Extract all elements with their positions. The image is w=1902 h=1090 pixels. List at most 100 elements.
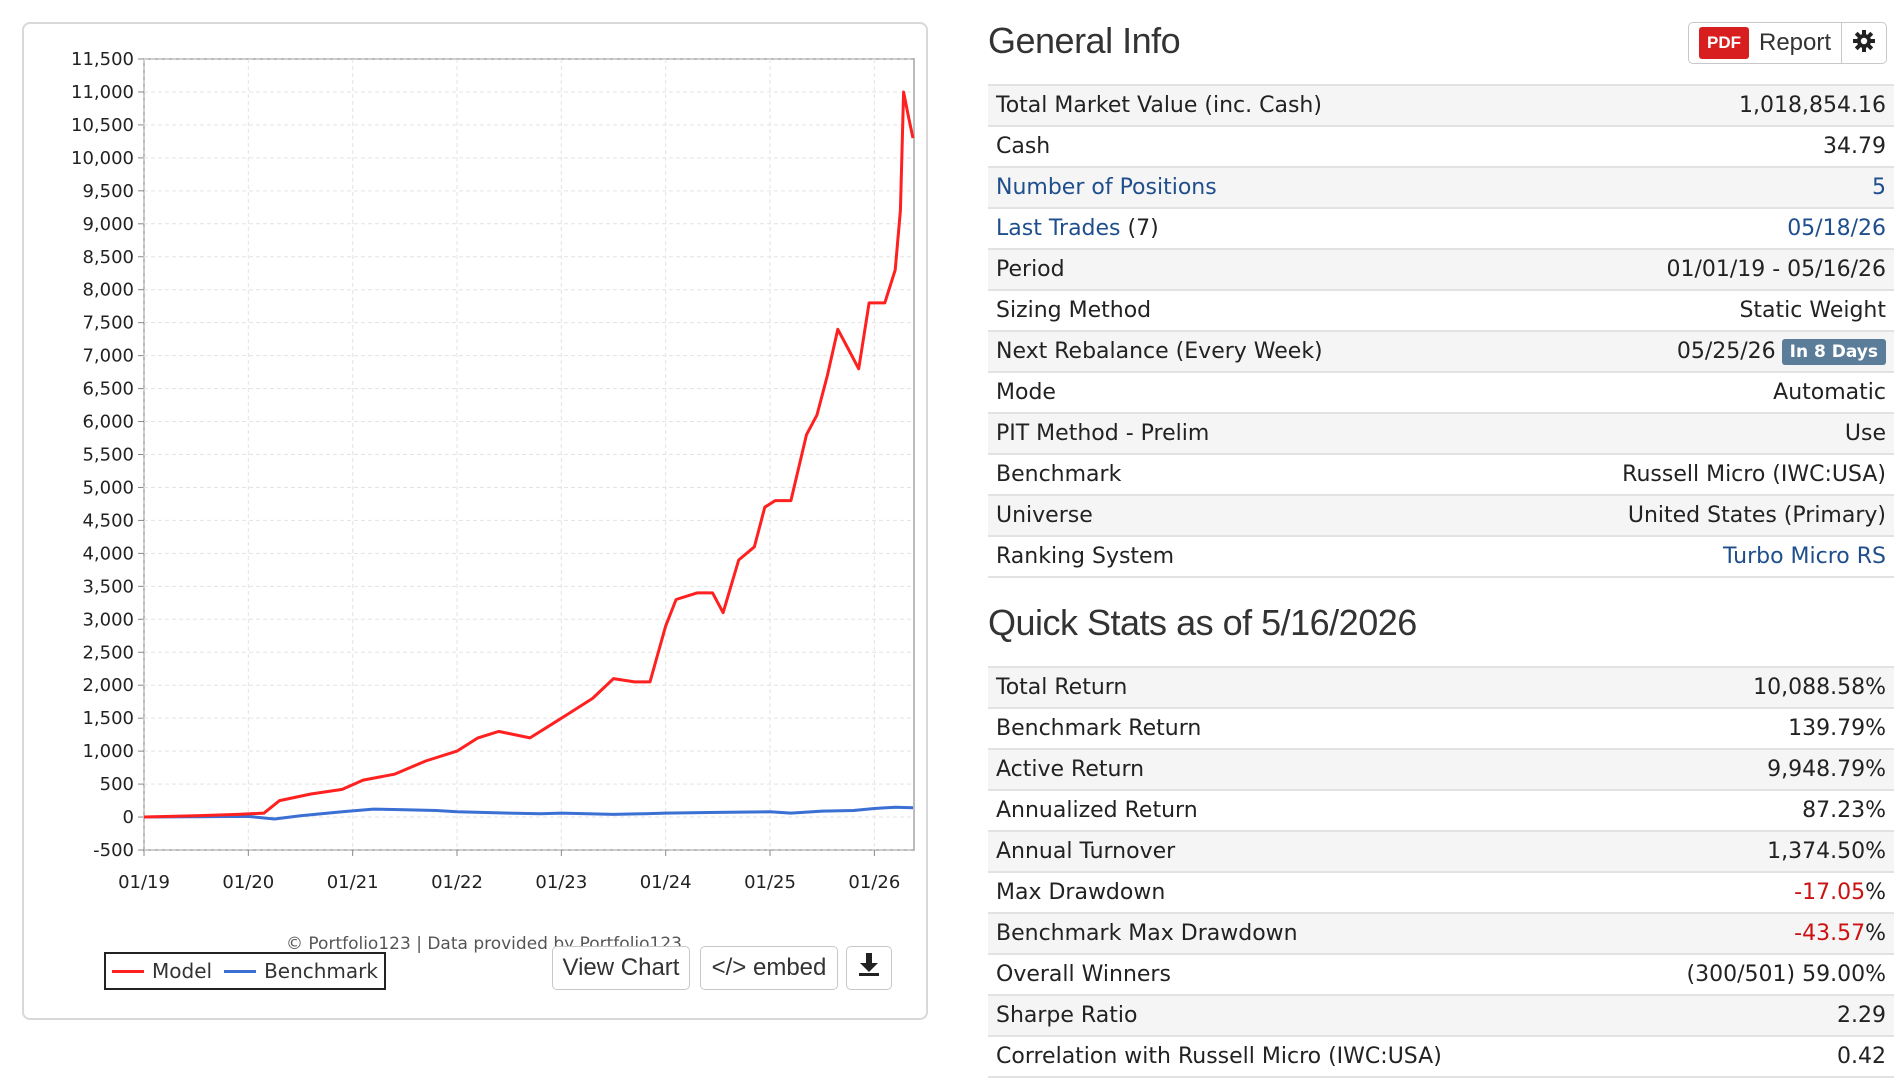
y-tick-label: 11,000 — [71, 82, 134, 103]
table-row: Total Market Value (inc. Cash) 1,018,854… — [988, 85, 1894, 126]
table-row: Sharpe Ratio 2.29 — [988, 995, 1894, 1036]
table-row: Ranking System Turbo Micro RS — [988, 536, 1894, 577]
row-value: 1,374.50% — [1767, 839, 1886, 864]
chart-legend: Model Benchmark — [104, 952, 386, 990]
table-row: Total Return 10,088.58% — [988, 667, 1894, 708]
table-row: Cash 34.79 — [988, 126, 1894, 167]
row-value: 87.23% — [1802, 798, 1886, 823]
x-tick-label: 01/20 — [222, 872, 274, 893]
row-label: Benchmark Return — [996, 716, 1202, 741]
performance-chart-card: -500 0 500 1,000 1,500 2,000 2,500 3,000 3,500 4,… — [22, 22, 928, 1020]
x-tick-label: 01/23 — [535, 872, 587, 893]
positions-count-link[interactable]: 5 — [1872, 175, 1886, 200]
series-line-benchmark — [143, 805, 914, 821]
row-label: Mode — [996, 380, 1056, 405]
x-tick-label: 01/24 — [640, 872, 692, 893]
row-label: Cash — [996, 134, 1051, 159]
row-value: 9,948.79% — [1767, 757, 1886, 782]
pdf-report-button[interactable]: PDF Report — [1689, 23, 1843, 63]
x-tick-label: 01/19 — [118, 872, 170, 893]
table-row: Overall Winners (300/501) 59.00% — [988, 954, 1894, 995]
settings-button[interactable] — [1842, 23, 1886, 63]
y-tick-label: 2,500 — [82, 642, 134, 663]
row-label: Annualized Return — [996, 798, 1198, 823]
row-label: Overall Winners — [996, 962, 1171, 987]
row-label: PIT Method - Prelim — [996, 421, 1210, 446]
y-tick-label: 7,000 — [82, 346, 134, 367]
row-label: Total Return — [996, 675, 1128, 700]
row-value: 34.79 — [1823, 134, 1886, 159]
row-value: Automatic — [1773, 380, 1886, 405]
y-tick-label: 4,500 — [82, 510, 134, 531]
legend-swatch-model — [112, 969, 144, 973]
row-label: Benchmark Max Drawdown — [996, 921, 1298, 946]
quick-stats-table: Total Return 10,088.58% Benchmark Return… — [988, 666, 1894, 1078]
y-tick-label: 11,500 — [71, 49, 134, 70]
rebalance-badge: In 8 Days — [1781, 338, 1886, 365]
y-tick-label: -500 — [93, 840, 134, 861]
row-label: Next Rebalance (Every Week) — [996, 339, 1323, 364]
performance-chart: -500 0 500 1,000 1,500 2,000 2,500 3,000 3,500 4,… — [71, 49, 915, 954]
number-of-positions-link[interactable]: Number of Positions — [996, 175, 1217, 200]
y-tick-label: 5,500 — [82, 445, 134, 466]
table-row: Correlation with Russell Micro (IWC:USA)… — [988, 1036, 1894, 1077]
row-label: Benchmark — [996, 462, 1122, 487]
table-row: Period 01/01/19 - 05/16/26 — [988, 249, 1894, 290]
table-row: Active Return 9,948.79% — [988, 749, 1894, 790]
row-label: Sharpe Ratio — [996, 1003, 1138, 1028]
row-label: Total Market Value (inc. Cash) — [996, 93, 1322, 118]
row-value: Russell Micro (IWC:USA) — [1622, 462, 1886, 487]
y-tick-label: 2,000 — [82, 675, 134, 696]
legend-swatch-benchmark — [224, 969, 257, 973]
pdf-icon: PDF — [1699, 27, 1749, 59]
row-label: Universe — [996, 503, 1093, 528]
quick-stats-title: Quick Stats as of 5/16/2026 — [988, 602, 1417, 643]
row-label: Annual Turnover — [996, 839, 1176, 864]
row-label: Max Drawdown — [996, 880, 1166, 905]
y-tick-label: 4,000 — [82, 543, 134, 564]
table-row: Number of Positions 5 — [988, 167, 1894, 208]
general-info-title: General Info — [988, 20, 1181, 61]
report-button-group: PDF Report — [1688, 22, 1888, 64]
y-tick-label: 8,500 — [82, 247, 134, 268]
row-value: United States (Primary) — [1627, 503, 1886, 528]
row-value: 05/25/26 — [1676, 338, 1776, 364]
table-row: Benchmark Return 139.79% — [988, 708, 1894, 749]
embed-button[interactable]: </> embed — [700, 946, 838, 990]
ranking-system-link[interactable]: Turbo Micro RS — [1723, 544, 1886, 569]
row-label: Active Return — [996, 757, 1145, 782]
y-tick-label: 500 — [100, 774, 134, 795]
y-tick-label: 9,500 — [82, 181, 134, 202]
table-row: Benchmark Max Drawdown -43.57% — [988, 913, 1894, 954]
legend-item-model: Model — [112, 959, 212, 983]
y-tick-label: 9,000 — [82, 214, 134, 235]
report-label: Report — [1759, 29, 1832, 56]
last-trades-date-link[interactable]: 05/18/26 — [1787, 216, 1886, 241]
table-row: Universe United States (Primary) — [988, 495, 1894, 536]
row-label: Sizing Method — [996, 298, 1152, 323]
y-tick-label: 6,500 — [82, 379, 134, 400]
y-tick-label: 7,500 — [82, 313, 134, 334]
row-label: Ranking System — [996, 544, 1175, 569]
y-tick-label: 1,500 — [82, 708, 134, 729]
legend-label-model: Model — [152, 959, 213, 983]
row-value: 0.42 — [1837, 1044, 1886, 1069]
row-value: 01/01/19 - 05/16/26 — [1666, 257, 1886, 282]
row-value: 139.79% — [1788, 716, 1886, 741]
download-icon — [858, 952, 880, 984]
gear-icon — [1852, 29, 1876, 58]
last-trades-link[interactable]: Last Trades — [996, 216, 1121, 241]
max-drawdown-value: -17.05 — [1794, 880, 1866, 905]
general-info-table: Total Market Value (inc. Cash) 1,018,854… — [988, 84, 1894, 578]
row-value: Use — [1844, 421, 1886, 446]
view-chart-button[interactable]: View Chart — [552, 946, 690, 990]
y-tick-label: 3,000 — [82, 609, 134, 630]
table-row: Max Drawdown -17.05% — [988, 872, 1894, 913]
download-button[interactable] — [846, 946, 892, 990]
y-tick-label: 1,000 — [82, 741, 134, 762]
percent-suffix: % — [1865, 921, 1886, 946]
x-tick-label: 01/25 — [744, 872, 796, 893]
row-value: 1,018,854.16 — [1739, 93, 1886, 118]
row-value: (300/501) 59.00% — [1686, 962, 1886, 987]
y-tick-label: 10,000 — [71, 148, 134, 169]
